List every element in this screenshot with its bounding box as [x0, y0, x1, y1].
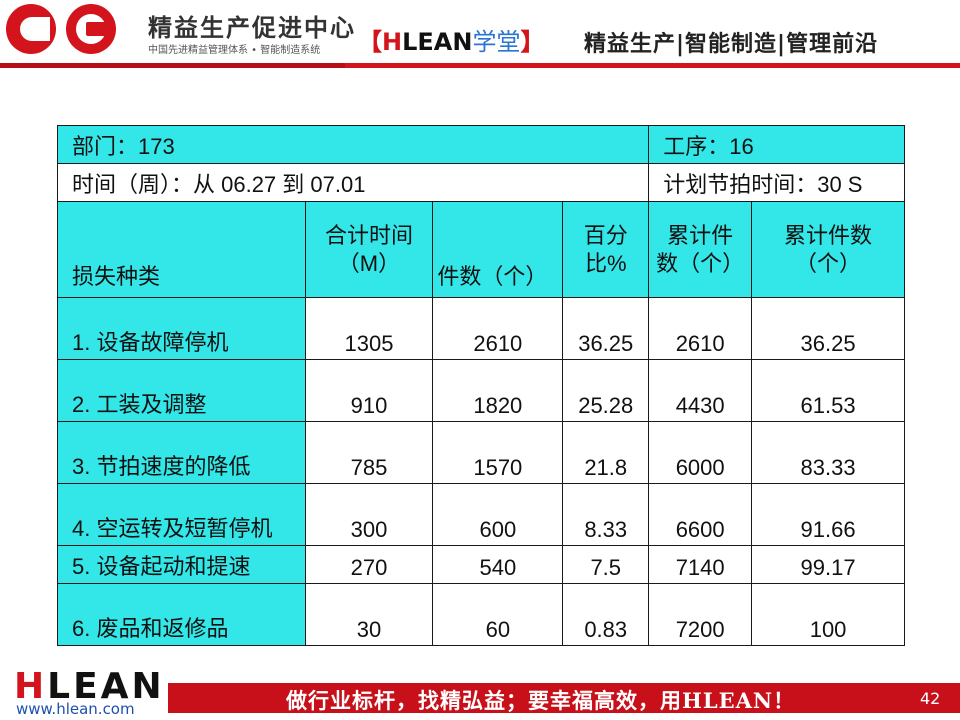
pieces-cell: 1820	[432, 359, 564, 422]
table-row: 1. 设备故障停机 1305 2610 36.25 2610 36.25	[57, 297, 905, 360]
period-cell: 时间（周）：从 06.27 到 07.01	[56, 163, 650, 202]
cum-pieces-cell: 2610	[648, 297, 753, 360]
academy-bracket-open: 【	[358, 28, 382, 56]
header-total-time-line2: （M）	[337, 250, 401, 276]
brand-logo-circle-icon	[66, 4, 116, 54]
percent-cell: 0.83	[562, 583, 650, 646]
percent-cell: 25.28	[562, 359, 650, 422]
academy-label: 【HLEAN学堂】	[358, 22, 544, 57]
header-percent-line2: 比%	[584, 250, 627, 276]
percent-cell: 8.33	[562, 483, 650, 546]
pieces-cell: 1570	[432, 421, 564, 484]
header-loss-type: 损失种类	[57, 201, 306, 298]
loss-type-cell: 2. 工装及调整	[57, 359, 306, 422]
time-cell: 785	[304, 421, 434, 484]
academy-xuetang: 学堂	[472, 28, 521, 56]
table-row: 3. 节拍速度的降低 785 1570 21.8 6000 83.33	[57, 421, 905, 484]
table-body: 1. 设备故障停机 1305 2610 36.25 2610 36.25 2. 工装及调整 9…	[57, 297, 905, 646]
loss-analysis-table: 部门：173 工序：16 时间（周）：从 06.27 到 07.01 计划节拍时…	[56, 125, 905, 646]
cum-count-cell: 36.25	[751, 297, 905, 360]
process-cell: 工序：16	[648, 125, 905, 164]
brand-title: 精益生产促进中心	[148, 14, 356, 42]
table-row: 6. 废品和返修品 30 60 0.83 7200 100	[57, 583, 905, 646]
cum-pieces-cell: 4430	[648, 359, 753, 422]
loss-type-cell: 3. 节拍速度的降低	[57, 421, 306, 484]
header-cum-pieces: 累计件 数（个）	[648, 201, 753, 298]
pieces-cell: 540	[432, 545, 564, 584]
header-percent: 百分 比%	[562, 201, 650, 298]
cum-count-cell: 91.66	[751, 483, 905, 546]
pieces-cell: 2610	[432, 297, 564, 360]
header-pieces: 件数（个）	[432, 201, 564, 298]
cum-pieces-cell: 6600	[648, 483, 753, 546]
percent-cell: 36.25	[562, 297, 650, 360]
brand-logo-c-icon	[6, 4, 56, 54]
cum-pieces-cell: 6000	[648, 421, 753, 484]
info-row-1: 部门：173 工序：16	[56, 125, 905, 164]
footer-logo-h: H	[14, 666, 48, 707]
percent-cell: 21.8	[562, 421, 650, 484]
loss-type-cell: 5. 设备起动和提速	[57, 545, 306, 584]
time-cell: 300	[304, 483, 434, 546]
footer-url: www.hlean.com	[16, 700, 135, 718]
academy-h: H	[382, 28, 403, 56]
header-cum-count: 累计件数 （个）	[751, 201, 905, 298]
header-cum-pieces-line2: 数（个）	[656, 250, 745, 276]
table-row: 2. 工装及调整 910 1820 25.28 4430 61.53	[57, 359, 905, 422]
academy-lean: LEAN	[402, 28, 473, 56]
footer-logo-rest: LEAN	[47, 666, 165, 707]
pieces-cell: 60	[432, 583, 564, 646]
header-row: 损失种类 合计时间 （M） 件数（个） 百分 比% 累计件 数（个） 累计件数 （个）	[57, 201, 905, 298]
pieces-cell: 600	[432, 483, 564, 546]
slide-header: 精益生产促进中心 中国先进精益管理体系 • 智能制造系统 【HLEAN学堂】 精…	[0, 0, 960, 70]
header-percent-line1: 百分	[583, 222, 628, 248]
cum-count-cell: 100	[751, 583, 905, 646]
info-row-2: 时间（周）：从 06.27 到 07.01 计划节拍时间：30 S	[56, 163, 905, 202]
header-tagline: 精益生产|智能制造|管理前沿	[584, 32, 879, 57]
header-divider	[0, 63, 960, 68]
time-cell: 910	[304, 359, 434, 422]
header-total-time-line1: 合计时间	[324, 222, 413, 248]
header-cum-pieces-line1: 累计件	[667, 222, 734, 248]
loss-type-cell: 1. 设备故障停机	[57, 297, 306, 360]
footer-slogan: 做行业标杆，找精弘益；要幸福高效，用HLEAN！	[286, 688, 796, 713]
header-total-time: 合计时间 （M）	[304, 201, 434, 298]
loss-type-cell: 4. 空运转及短暂停机	[57, 483, 306, 546]
cum-pieces-cell: 7200	[648, 583, 753, 646]
time-cell: 30	[304, 583, 434, 646]
footer-bar	[168, 683, 960, 713]
table-row: 4. 空运转及短暂停机 300 600 8.33 6600 91.66	[57, 483, 905, 546]
cum-count-cell: 83.33	[751, 421, 905, 484]
page-number: 42	[920, 689, 941, 708]
department-cell: 部门：173	[56, 125, 650, 164]
time-cell: 1305	[304, 297, 434, 360]
takt-cell: 计划节拍时间：30 S	[648, 163, 905, 202]
cum-pieces-cell: 7140	[648, 545, 753, 584]
academy-bracket-close: 】	[520, 28, 545, 56]
cum-count-cell: 99.17	[751, 545, 905, 584]
footer-logo: HLEAN	[14, 666, 165, 707]
table-row: 5. 设备起动和提速 270 540 7.5 7140 99.17	[57, 545, 905, 584]
time-cell: 270	[304, 545, 434, 584]
header-divider-accent	[0, 63, 345, 68]
cum-count-cell: 61.53	[751, 359, 905, 422]
header-cum-count-line2: （个）	[795, 250, 862, 276]
percent-cell: 7.5	[562, 545, 650, 584]
brand-subtitle: 中国先进精益管理体系 • 智能制造系统	[148, 45, 321, 56]
loss-type-cell: 6. 废品和返修品	[57, 583, 306, 646]
header-cum-count-line1: 累计件数	[784, 222, 873, 248]
